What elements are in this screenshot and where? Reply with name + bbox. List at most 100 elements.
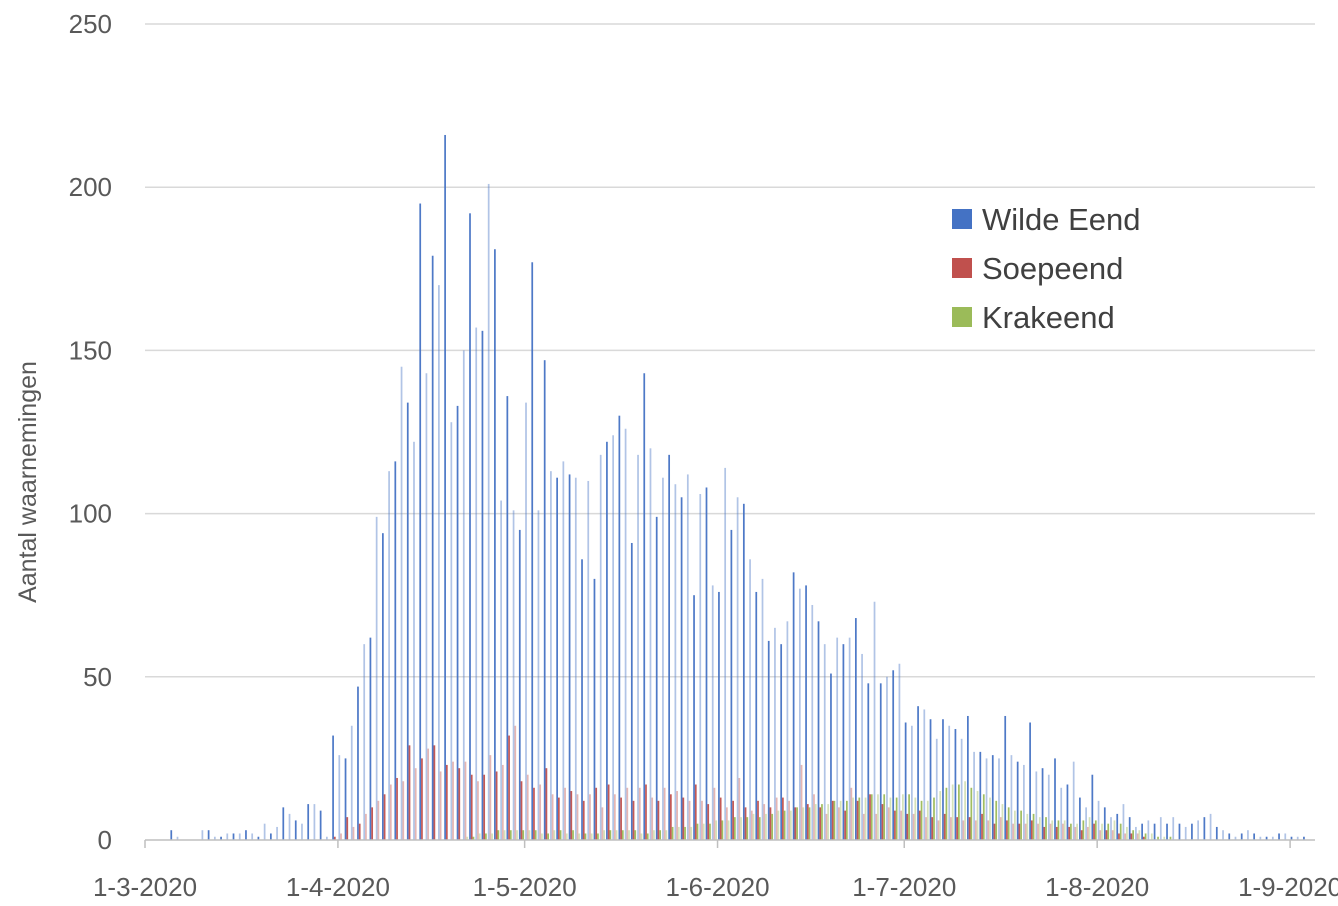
bar [715,820,718,840]
y-tick-labels: 0 50 100 150 200 250 [69,9,112,855]
bar [749,559,751,840]
bar [406,402,409,840]
bar [954,729,957,840]
bar [1247,830,1249,840]
legend-label: Soepeend [982,251,1123,286]
bar [939,791,942,840]
x-tick-label-5: 1-8-2020 [1045,872,1149,901]
bar [1136,833,1139,840]
bar [848,637,851,840]
bar [925,817,927,840]
y-tick-label-3: 150 [69,335,112,365]
bar [902,794,904,840]
bar [357,686,359,840]
bar [1153,823,1156,840]
bar [879,683,882,840]
bar [489,755,492,840]
bar [659,830,662,840]
bar [948,725,951,840]
bar [338,755,341,840]
bar [933,797,935,840]
bar [814,804,817,840]
bar [886,676,888,840]
bar [628,830,630,840]
bar [213,836,216,840]
bar [226,833,229,840]
bar [998,758,1000,840]
bar [1055,826,1058,840]
bar [593,578,596,840]
bar [780,644,783,840]
bar [475,327,478,840]
bar [595,787,598,840]
legend-swatch [952,209,972,229]
bar [1191,823,1193,840]
bar [1290,836,1293,840]
bar [1088,817,1091,840]
bar [917,706,919,840]
bar [503,830,506,840]
bar [1066,784,1069,840]
bar [333,836,336,840]
bar [1086,826,1089,840]
bar [889,797,892,840]
bar [987,820,990,840]
bar [730,529,733,840]
bar [693,595,695,840]
bar [1054,758,1056,840]
bar [1215,826,1218,840]
bar [1147,820,1150,840]
bar [989,797,991,840]
bar [665,830,668,840]
bar [556,477,558,840]
bar [263,823,266,840]
bar [388,471,390,840]
bar [1172,817,1175,840]
bar [1130,833,1133,840]
bar [908,794,910,840]
bar [701,800,703,840]
bar [738,777,741,840]
bar [637,454,639,840]
bar [1029,722,1031,840]
bar [831,800,834,840]
bar [929,719,932,840]
bar [956,817,959,840]
bar [352,826,355,840]
bar [844,810,846,840]
bar [931,817,934,840]
bar [382,533,384,840]
bar [251,833,254,840]
x-tick-label-2: 1-5-2020 [473,872,577,901]
bar [462,350,465,840]
series-krakeend [466,781,1172,840]
bar [895,797,898,840]
bar [643,373,646,840]
bar [662,477,664,840]
bar [1126,826,1128,840]
bar [926,800,929,840]
bar [1132,830,1134,840]
bar [1010,755,1013,840]
bar [1001,804,1004,840]
bar [1122,804,1125,840]
bar [520,781,523,840]
bar [508,735,510,840]
bar [528,830,531,840]
bar [1020,810,1022,840]
bar [867,683,870,840]
bar [680,497,683,840]
bar [861,653,863,840]
bar [1118,833,1120,840]
bar [427,748,430,840]
bar [746,817,749,840]
bar [995,800,998,840]
x-tick-label-3: 1-6-2020 [666,872,770,901]
bar [1197,820,1199,840]
bar [396,777,398,840]
bar [914,797,917,840]
bar [1082,820,1085,840]
bar [979,751,982,840]
bar [1142,836,1145,840]
